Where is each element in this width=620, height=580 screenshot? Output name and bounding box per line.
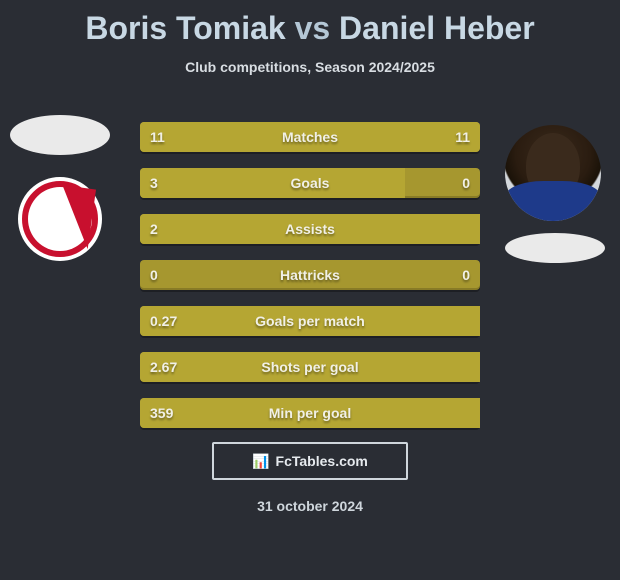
- player1-name: Boris Tomiak: [85, 10, 285, 46]
- stat-row: Goals per match0.27: [140, 306, 480, 336]
- stat-row: Matches11 11: [140, 122, 480, 152]
- stat-label: Matches: [140, 122, 480, 152]
- comparison-title: Boris Tomiak vs Daniel Heber: [0, 0, 620, 47]
- player2-avatar: [505, 125, 601, 221]
- stat-value-right: 11: [455, 122, 470, 152]
- stat-value-left: 359: [150, 398, 173, 428]
- stat-label: Goals: [140, 168, 480, 198]
- stat-row: Min per goal359: [140, 398, 480, 428]
- avatar-body: [505, 181, 601, 221]
- site-name: FcTables.com: [276, 453, 368, 469]
- subtitle: Club competitions, Season 2024/2025: [0, 59, 620, 75]
- date-text: 31 october 2024: [0, 498, 620, 514]
- stat-label: Goals per match: [140, 306, 480, 336]
- club-badge-wedge: [54, 185, 96, 249]
- stat-row: Hattricks0 0: [140, 260, 480, 290]
- player2-blank-oval: [505, 233, 605, 263]
- player1-column: [10, 115, 110, 261]
- stat-value-left: 2.67: [150, 352, 177, 382]
- site-badge: 📊 FcTables.com: [212, 442, 408, 480]
- stat-row: Shots per goal2.67: [140, 352, 480, 382]
- player2-column: [505, 125, 605, 263]
- chart-icon: 📊: [252, 454, 269, 468]
- stat-bars: Matches1111Goals30Assists2Hattricks00Goa…: [140, 122, 480, 444]
- player1-blank-oval: [10, 115, 110, 155]
- stat-row: Assists2: [140, 214, 480, 244]
- stat-value-left: 11: [150, 122, 165, 152]
- stat-value-left: 2: [150, 214, 158, 244]
- stat-label: Hattricks: [140, 260, 480, 290]
- vs-text: vs: [295, 10, 331, 46]
- stat-value-left: 3: [150, 168, 158, 198]
- player1-club-badge: [18, 177, 102, 261]
- stat-value-right: 0: [462, 260, 470, 290]
- stat-value-left: 0: [150, 260, 158, 290]
- stat-label: Shots per goal: [140, 352, 480, 382]
- stat-row: Goals3 0: [140, 168, 480, 198]
- stat-label: Min per goal: [140, 398, 480, 428]
- stat-value-left: 0.27: [150, 306, 177, 336]
- player2-name: Daniel Heber: [339, 10, 535, 46]
- stat-label: Assists: [140, 214, 480, 244]
- stat-value-right: 0: [462, 168, 470, 198]
